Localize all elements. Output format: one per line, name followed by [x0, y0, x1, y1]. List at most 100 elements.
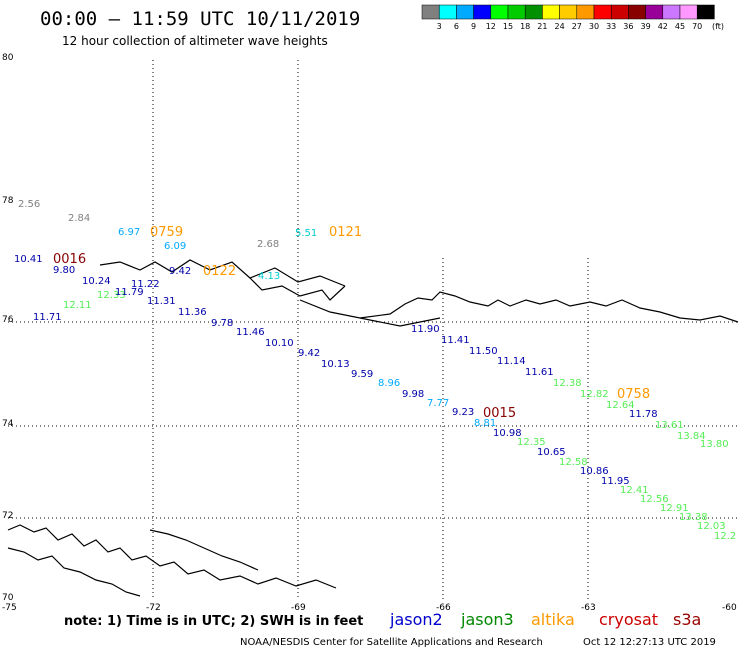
lon-label: -66	[436, 603, 451, 613]
wave-height-value: 2.56	[18, 199, 40, 210]
wave-height-value: 11.41	[441, 335, 470, 346]
legend-label: 21	[537, 22, 547, 31]
legend-swatch	[662, 4, 681, 20]
wave-height-value: 9.42	[169, 266, 191, 277]
wave-height-value: 6.09	[164, 241, 186, 252]
legend-label: 27	[572, 22, 582, 31]
legend-swatch	[593, 4, 612, 20]
legend-swatch	[473, 4, 492, 20]
wave-height-value: 8.81	[474, 418, 496, 429]
page-subtitle: 12 hour collection of altimeter wave hei…	[62, 34, 328, 48]
wave-height-value: 11.22	[131, 279, 160, 290]
wave-height-value: 5.51	[295, 228, 317, 239]
lon-label: -63	[581, 603, 596, 613]
legend-swatch	[456, 4, 474, 20]
longitude-labels: -75 -72 -69 -66 -63 -60	[2, 603, 737, 613]
pass-time-label: 0016	[53, 252, 86, 267]
legend-label: 15	[503, 22, 513, 31]
wave-height-value: 11.61	[525, 367, 554, 378]
wave-height-value: 9.98	[402, 389, 424, 400]
legend-swatch	[628, 4, 646, 20]
lon-label: -60	[722, 603, 737, 613]
lat-label: 72	[2, 511, 13, 521]
legend-swatch	[490, 4, 509, 20]
legend-label: 12	[486, 22, 496, 31]
lat-label: 78	[2, 196, 14, 206]
legend-swatch	[507, 4, 526, 20]
wave-height-value: 10.86	[580, 466, 609, 477]
wave-height-value: 11.95	[601, 476, 630, 487]
lon-label: -72	[146, 603, 161, 613]
legend-label: 39	[641, 22, 651, 31]
legend-label: 70	[692, 22, 702, 31]
wave-height-value: 9.59	[351, 369, 373, 380]
wave-height-value: 10.41	[14, 254, 43, 265]
wave-height-value: 12.64	[606, 400, 635, 411]
wave-height-value: 9.80	[53, 265, 75, 276]
wave-height-value: 9.42	[298, 348, 320, 359]
lat-label: 70	[2, 593, 14, 603]
lat-label: 80	[2, 53, 14, 63]
satellite-legend-item: jason2	[389, 610, 443, 629]
wave-height-value: 10.13	[321, 359, 350, 370]
legend-label: 45	[675, 22, 685, 31]
satellite-legend: jason2 jason3 altika cryosat s3a	[389, 610, 701, 629]
wave-height-value: 7.77	[427, 398, 449, 409]
wave-height-value: 12.41	[620, 485, 649, 496]
wave-height-value: 13.84	[677, 431, 706, 442]
wave-height-value: 11.36	[178, 307, 207, 318]
wave-height-value: 10.98	[493, 428, 522, 439]
legend-swatch	[696, 4, 715, 20]
wave-height-value: 11.50	[469, 346, 498, 357]
legend-swatch	[438, 4, 457, 20]
legend-swatch	[679, 4, 698, 20]
legend-label: 36	[623, 22, 633, 31]
legend-label: 3	[437, 22, 442, 31]
satellite-legend-item: cryosat	[599, 610, 658, 629]
wave-height-value: 12.03	[697, 521, 726, 532]
wave-height-value: 11.71	[33, 312, 62, 323]
wave-height-value: 12.11	[63, 300, 92, 311]
wave-height-value: 6.97	[118, 227, 140, 238]
wave-height-value: 12.82	[580, 389, 609, 400]
wave-height-value: 2.68	[257, 239, 279, 250]
wave-height-value: 12.91	[660, 503, 689, 514]
satellite-legend-item: jason3	[460, 610, 514, 629]
wave-height-observations: 2.56 2.84 6.97 6.09 2.68 5.51 10.41 9.80 9.42 4.1…	[14, 199, 736, 542]
latitude-labels: 80 78 76 74 72 70	[2, 53, 14, 603]
lon-label: -75	[2, 603, 17, 613]
legend-label: 24	[555, 22, 565, 31]
wave-height-value: 10.10	[265, 338, 294, 349]
legend-swatch	[421, 4, 440, 20]
footnote: note: 1) Time is in UTC; 2) SWH is in fe…	[64, 614, 363, 629]
wave-height-value: 12.35	[517, 437, 546, 448]
credit-line: NOAA/NESDIS Center for Satellite Applica…	[240, 637, 543, 648]
satellite-legend-item: altika	[531, 610, 575, 629]
pass-time-label: 0015	[483, 406, 516, 421]
wave-height-value: 13.61	[655, 420, 684, 431]
wave-height-value: 12.33	[97, 290, 126, 301]
legend-swatch	[645, 4, 664, 20]
wave-height-value: 11.46	[236, 327, 265, 338]
legend-swatch	[524, 4, 543, 20]
legend-label: 6	[454, 22, 459, 31]
wave-height-value: 12.2	[714, 531, 736, 542]
satellite-legend-item: s3a	[673, 610, 701, 629]
wave-height-value: 11.31	[147, 296, 176, 307]
wave-height-value: 13.38	[679, 512, 708, 523]
wave-height-value: 4.13	[258, 271, 280, 282]
legend-label: 18	[520, 22, 530, 31]
wave-height-value: 11.14	[497, 356, 526, 367]
coastline	[7, 259, 739, 597]
wave-height-value: 12.38	[553, 378, 582, 389]
page-title: 00:00 – 11:59 UTC 10/11/2019	[40, 8, 360, 30]
legend-label: 33	[606, 22, 616, 31]
lat-label: 76	[2, 315, 14, 325]
wave-height-value: 9.23	[452, 407, 474, 418]
legend-label: 42	[658, 22, 668, 31]
wave-height-value: 11.90	[411, 324, 440, 335]
legend-swatch	[610, 4, 629, 20]
wave-height-value: 10.65	[537, 447, 566, 458]
wave-height-value: 11.78	[629, 409, 658, 420]
